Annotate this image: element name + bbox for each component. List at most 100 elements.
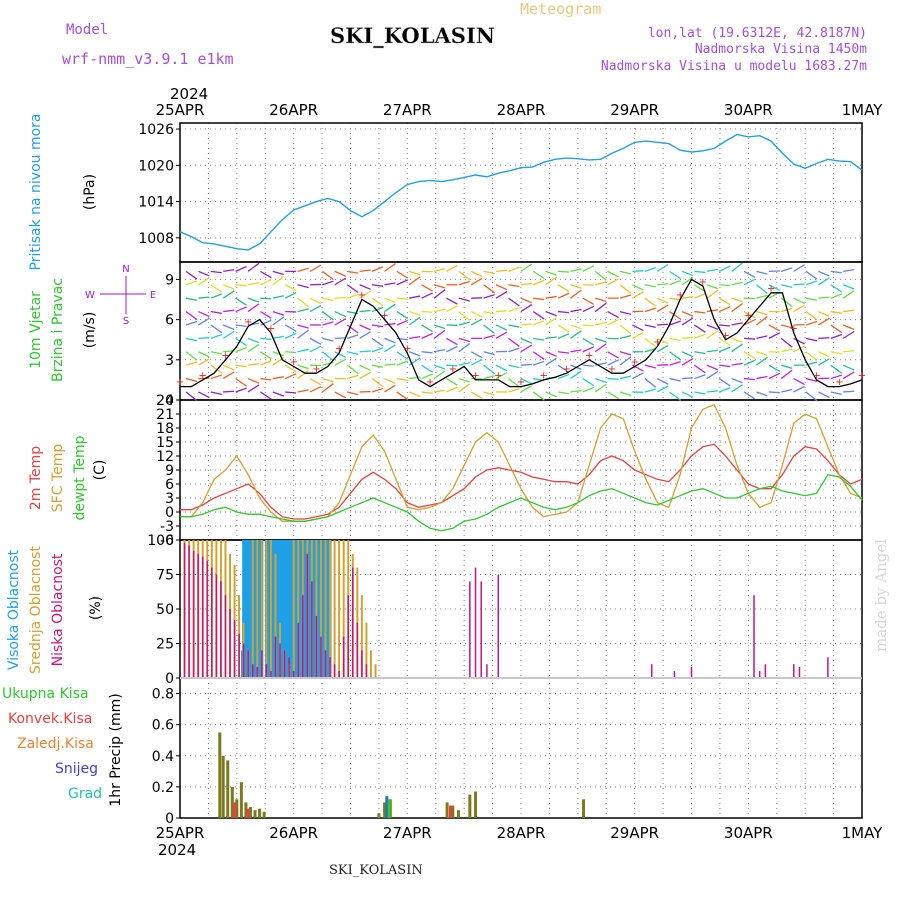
wind-direction-arrow [346,324,359,334]
cloud-bar [238,633,240,678]
wind-direction-arrow [384,282,396,286]
wind-direction-arrow [694,270,706,274]
wind-direction-arrow [334,318,347,326]
wind-direction-arrow [756,391,768,397]
wind-direction-arrow [731,281,743,286]
cloud-bar [673,671,676,678]
wind-gust-marker: + [585,350,593,361]
cloud-bar [294,540,298,678]
wind-gust-marker: + [289,357,297,368]
wind-direction-arrow [458,337,470,343]
wind-direction-arrow [842,371,855,380]
wind-direction-arrow [272,310,284,316]
wind-direction-arrow [594,270,607,281]
wind-direction-arrow [632,291,644,299]
wind-direction-arrow [421,284,433,292]
y-tick-label: 0 [165,811,174,827]
precip-bar [246,808,250,818]
wind-direction-arrow [619,334,632,339]
wind-direction-arrow [371,347,384,353]
cloud-bar [211,567,213,678]
wind-direction-arrow [843,350,855,353]
wind-direction-arrow [607,278,619,286]
wind-direction-arrow [557,391,570,395]
wind-direction-arrow [533,337,545,341]
wind-direction-arrow [781,267,793,272]
wind-direction-arrow [656,304,669,313]
cloud-bar [248,540,252,678]
wind-direction-arrow [421,292,433,299]
wind-direction-arrow [421,324,433,333]
wind-direction-arrow [731,337,743,343]
wind-direction-arrow [718,378,731,387]
watermark: made by Angel [872,539,890,652]
cloud-bar [312,540,316,678]
wind-direction-arrow [309,297,322,305]
wind-direction-arrow [743,319,756,326]
x-tick-label-top: 25APR [156,101,205,119]
wind-speed-line [180,278,863,388]
wind-direction-arrow [557,333,570,339]
wind-direction-arrow [371,378,384,388]
precip-bar [218,732,222,818]
wind-direction-arrow [421,332,433,339]
wind-direction-arrow [842,290,855,299]
wind-direction-arrow [656,385,669,393]
wind-direction-arrow [731,343,743,353]
wind-direction-arrow [557,351,570,354]
wind-direction-arrow [582,305,595,313]
x-tick-label-bottom: 29APR [610,824,659,842]
wind-direction-arrow [198,337,210,340]
precip-bar [456,810,460,818]
footer-title: SKI_KOLASIN [329,863,423,878]
y-tick-label: 50 [156,602,174,618]
wind-direction-arrow [669,279,681,286]
wind-direction-arrow [235,378,247,387]
cloud-bar [361,650,363,678]
wind-direction-arrow [594,377,607,384]
y-tick-label: 1008 [138,231,174,247]
wind-gust-marker: + [380,310,388,321]
wind-direction-arrow [669,311,681,320]
wind-direction-arrow [458,281,470,286]
year-bottom: 2024 [158,841,196,859]
wind-direction-arrow [495,269,508,273]
wind-direction-arrow [408,351,421,357]
wind-direction-arrow [347,351,359,355]
cloud-bar [251,540,254,678]
wind-direction-arrow [793,377,805,386]
x-tick-label-bottom: 26APR [269,824,318,842]
elevation-text: Nadmorska Visina 1450m [695,42,867,57]
temp-ylabel-2m: 2m Temp [28,446,44,510]
wind-direction-arrow [260,319,272,326]
cloud-bar [280,540,284,678]
cloud-bar [320,636,322,678]
wind-direction-arrow [644,388,656,393]
wind-direction-arrow [532,311,545,320]
cloud-bar [274,553,277,678]
wind-direction-arrow [384,363,396,366]
wind-direction-arrow [421,373,433,380]
wind-direction-arrow [570,268,582,273]
precip-legend-item: Ukupna Kisa [2,686,89,702]
wind-direction-arrow [421,391,433,395]
cloud-bar [758,671,761,678]
cloud-bar [365,664,368,678]
wind-direction-arrow [570,324,582,330]
wind-direction-arrow [235,265,247,272]
precip-bar [221,755,225,818]
wind-direction-arrow [483,364,496,375]
wind-direction-arrow [644,337,657,348]
wind-direction-arrow [842,330,855,339]
cloud-bar [271,540,275,678]
wind-gust-marker: + [812,371,820,382]
wind-direction-arrow [508,378,520,388]
wind-direction-arrow [731,362,743,366]
precip-legend-item: Konvek.Kisa [8,711,92,727]
wind-direction-arrow [545,391,557,398]
wind-direction-arrow [756,270,768,275]
wind-direction-arrow [272,316,285,326]
wind-direction-arrow [694,310,706,314]
wind-direction-arrow [247,337,260,344]
